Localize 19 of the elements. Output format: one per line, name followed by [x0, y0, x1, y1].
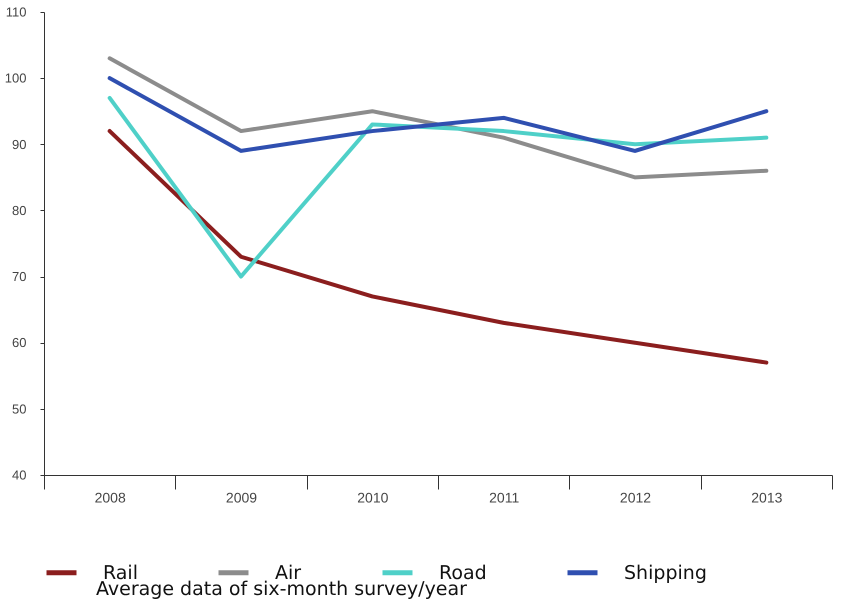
y-tick-label: 70 — [12, 269, 26, 284]
legend-label: Shipping — [624, 562, 707, 584]
x-tick-label: 2012 — [620, 490, 652, 506]
y-tick-label: 110 — [6, 4, 26, 20]
y-tick-label: 50 — [12, 401, 26, 416]
line-series — [108, 56, 768, 180]
x-tick-label: 2008 — [94, 490, 126, 506]
y-tick-label: 40 — [12, 468, 26, 482]
y-tick-label: 100 — [4, 70, 26, 86]
line-series — [108, 76, 768, 153]
y-tick-label: 90 — [12, 136, 26, 152]
x-tick-label: 2009 — [226, 490, 258, 506]
x-tick-label: 2013 — [751, 490, 783, 506]
y-tick-label: 80 — [12, 202, 26, 218]
x-tick-label: 2010 — [357, 490, 389, 506]
x-tick-label: 2011 — [489, 490, 520, 506]
y-tick-label: 60 — [12, 335, 26, 350]
line-series — [108, 129, 768, 365]
line-series — [108, 96, 768, 279]
